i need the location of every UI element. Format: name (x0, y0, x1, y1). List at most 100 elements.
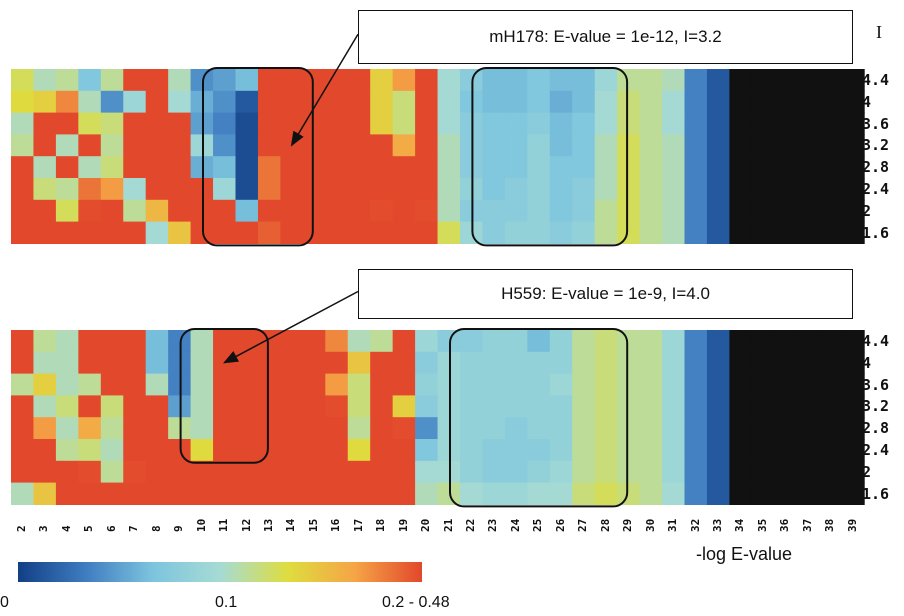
heatmap-cell (11, 373, 35, 396)
heatmap-cell (78, 351, 102, 375)
heatmap-cell (78, 69, 102, 92)
heatmap-cell (392, 112, 416, 135)
heatmap-cell (504, 482, 528, 505)
heatmap-cell (123, 178, 147, 201)
heatmap-cell (684, 134, 708, 157)
heatmap-cell (347, 69, 371, 92)
heatmap-cell (527, 69, 551, 92)
heatmap-cell (662, 330, 686, 353)
heatmap-cell (302, 395, 326, 418)
heatmap-cell (796, 373, 820, 396)
heatmap-cell (841, 373, 865, 396)
heatmap-cell (549, 112, 573, 135)
heatmap-cell (460, 395, 484, 418)
heatmap-cell (527, 482, 551, 505)
heatmap-cell (302, 460, 326, 484)
heatmap-cell (617, 134, 641, 157)
heatmap-cell (482, 330, 506, 353)
heatmap-cell (819, 351, 843, 375)
heatmap-cell (706, 395, 730, 418)
heatmap-cell (280, 134, 304, 157)
heatmap-cell (706, 221, 730, 244)
heatmap-cell (415, 199, 439, 223)
x-tick-label: 36 (778, 518, 792, 532)
heatmap-cell (257, 395, 281, 418)
heatmap-cell (302, 156, 326, 179)
heatmap-cell (145, 330, 169, 353)
heatmap-cell (751, 460, 775, 484)
x-tick-label: 11 (217, 518, 231, 532)
heatmap-cell (78, 90, 102, 114)
x-tick-label: 33 (710, 518, 724, 532)
heatmap-cell (257, 178, 281, 201)
heatmap-cell (796, 90, 820, 114)
heatmap-cell (55, 330, 79, 353)
heatmap-cell (751, 112, 775, 135)
heatmap-cell (415, 395, 439, 418)
heatmap-cell (235, 417, 259, 440)
heatmap-cell (437, 221, 461, 244)
heatmap-cell (796, 112, 820, 135)
heatmap-cell (729, 417, 753, 440)
heatmap-cell (437, 112, 461, 135)
heatmap-cell (639, 460, 663, 484)
heatmap-cell (11, 221, 35, 244)
heatmap-cell (33, 351, 57, 375)
heatmap-cell (280, 417, 304, 440)
heatmap-cell (78, 373, 102, 396)
heatmap-cell (235, 351, 259, 375)
heatmap-cell (78, 330, 102, 353)
x-tick-label: 17 (351, 518, 365, 532)
heatmap-cell (706, 373, 730, 396)
heatmap-cell (706, 90, 730, 114)
heatmap-cell (796, 156, 820, 179)
heatmap-cell (280, 178, 304, 201)
heatmap-cell (796, 482, 820, 505)
x-tick-label: 25 (531, 518, 545, 532)
heatmap-cell (257, 90, 281, 114)
heatmap-cell (55, 351, 79, 375)
heatmap-cell (774, 112, 798, 135)
heatmap-cell (504, 178, 528, 201)
heatmap-cell (190, 482, 214, 505)
y-tick-label: 4.4 (862, 332, 890, 350)
heatmap-cell (100, 112, 124, 135)
heatmap-cell (774, 439, 798, 462)
heatmap-cell (302, 69, 326, 92)
heatmap-cell (257, 460, 281, 484)
heatmap-cell (504, 373, 528, 396)
heatmap-cell (774, 460, 798, 484)
heatmap-cell (347, 460, 371, 484)
heatmap-cell (235, 395, 259, 418)
heatmap-cell (302, 112, 326, 135)
heatmap-cell (729, 330, 753, 353)
heatmap-cell (33, 112, 57, 135)
heatmap-cell (145, 351, 169, 375)
heatmap-cell (437, 69, 461, 92)
heatmap-cell (617, 221, 641, 244)
heatmap-cell (100, 395, 124, 418)
heatmap-cell (33, 90, 57, 114)
heatmap-cell (325, 221, 349, 244)
heatmap-cell (190, 330, 214, 353)
heatmap-cell (639, 156, 663, 179)
heatmap-cell (796, 417, 820, 440)
x-tick-label: 24 (508, 518, 522, 532)
x-tick-label: 29 (621, 518, 635, 532)
highlight-box (179, 328, 269, 464)
heatmap-cell (145, 134, 169, 157)
heatmap-cell (33, 482, 57, 505)
heatmap-cell (796, 134, 820, 157)
heatmap-cell (549, 178, 573, 201)
y-tick-label: 2.8 (862, 419, 890, 438)
heatmap-cell (617, 395, 641, 418)
heatmap-cell (819, 156, 843, 179)
heatmap-cell (594, 460, 618, 484)
heatmap-cell (482, 460, 506, 484)
x-tick-label: 9 (172, 525, 186, 532)
heatmap-cell (123, 417, 147, 440)
x-tick-label: 35 (755, 518, 769, 532)
heatmap-cell (549, 417, 573, 440)
x-tick-label: 30 (643, 518, 657, 532)
heatmap-cell (662, 156, 686, 179)
